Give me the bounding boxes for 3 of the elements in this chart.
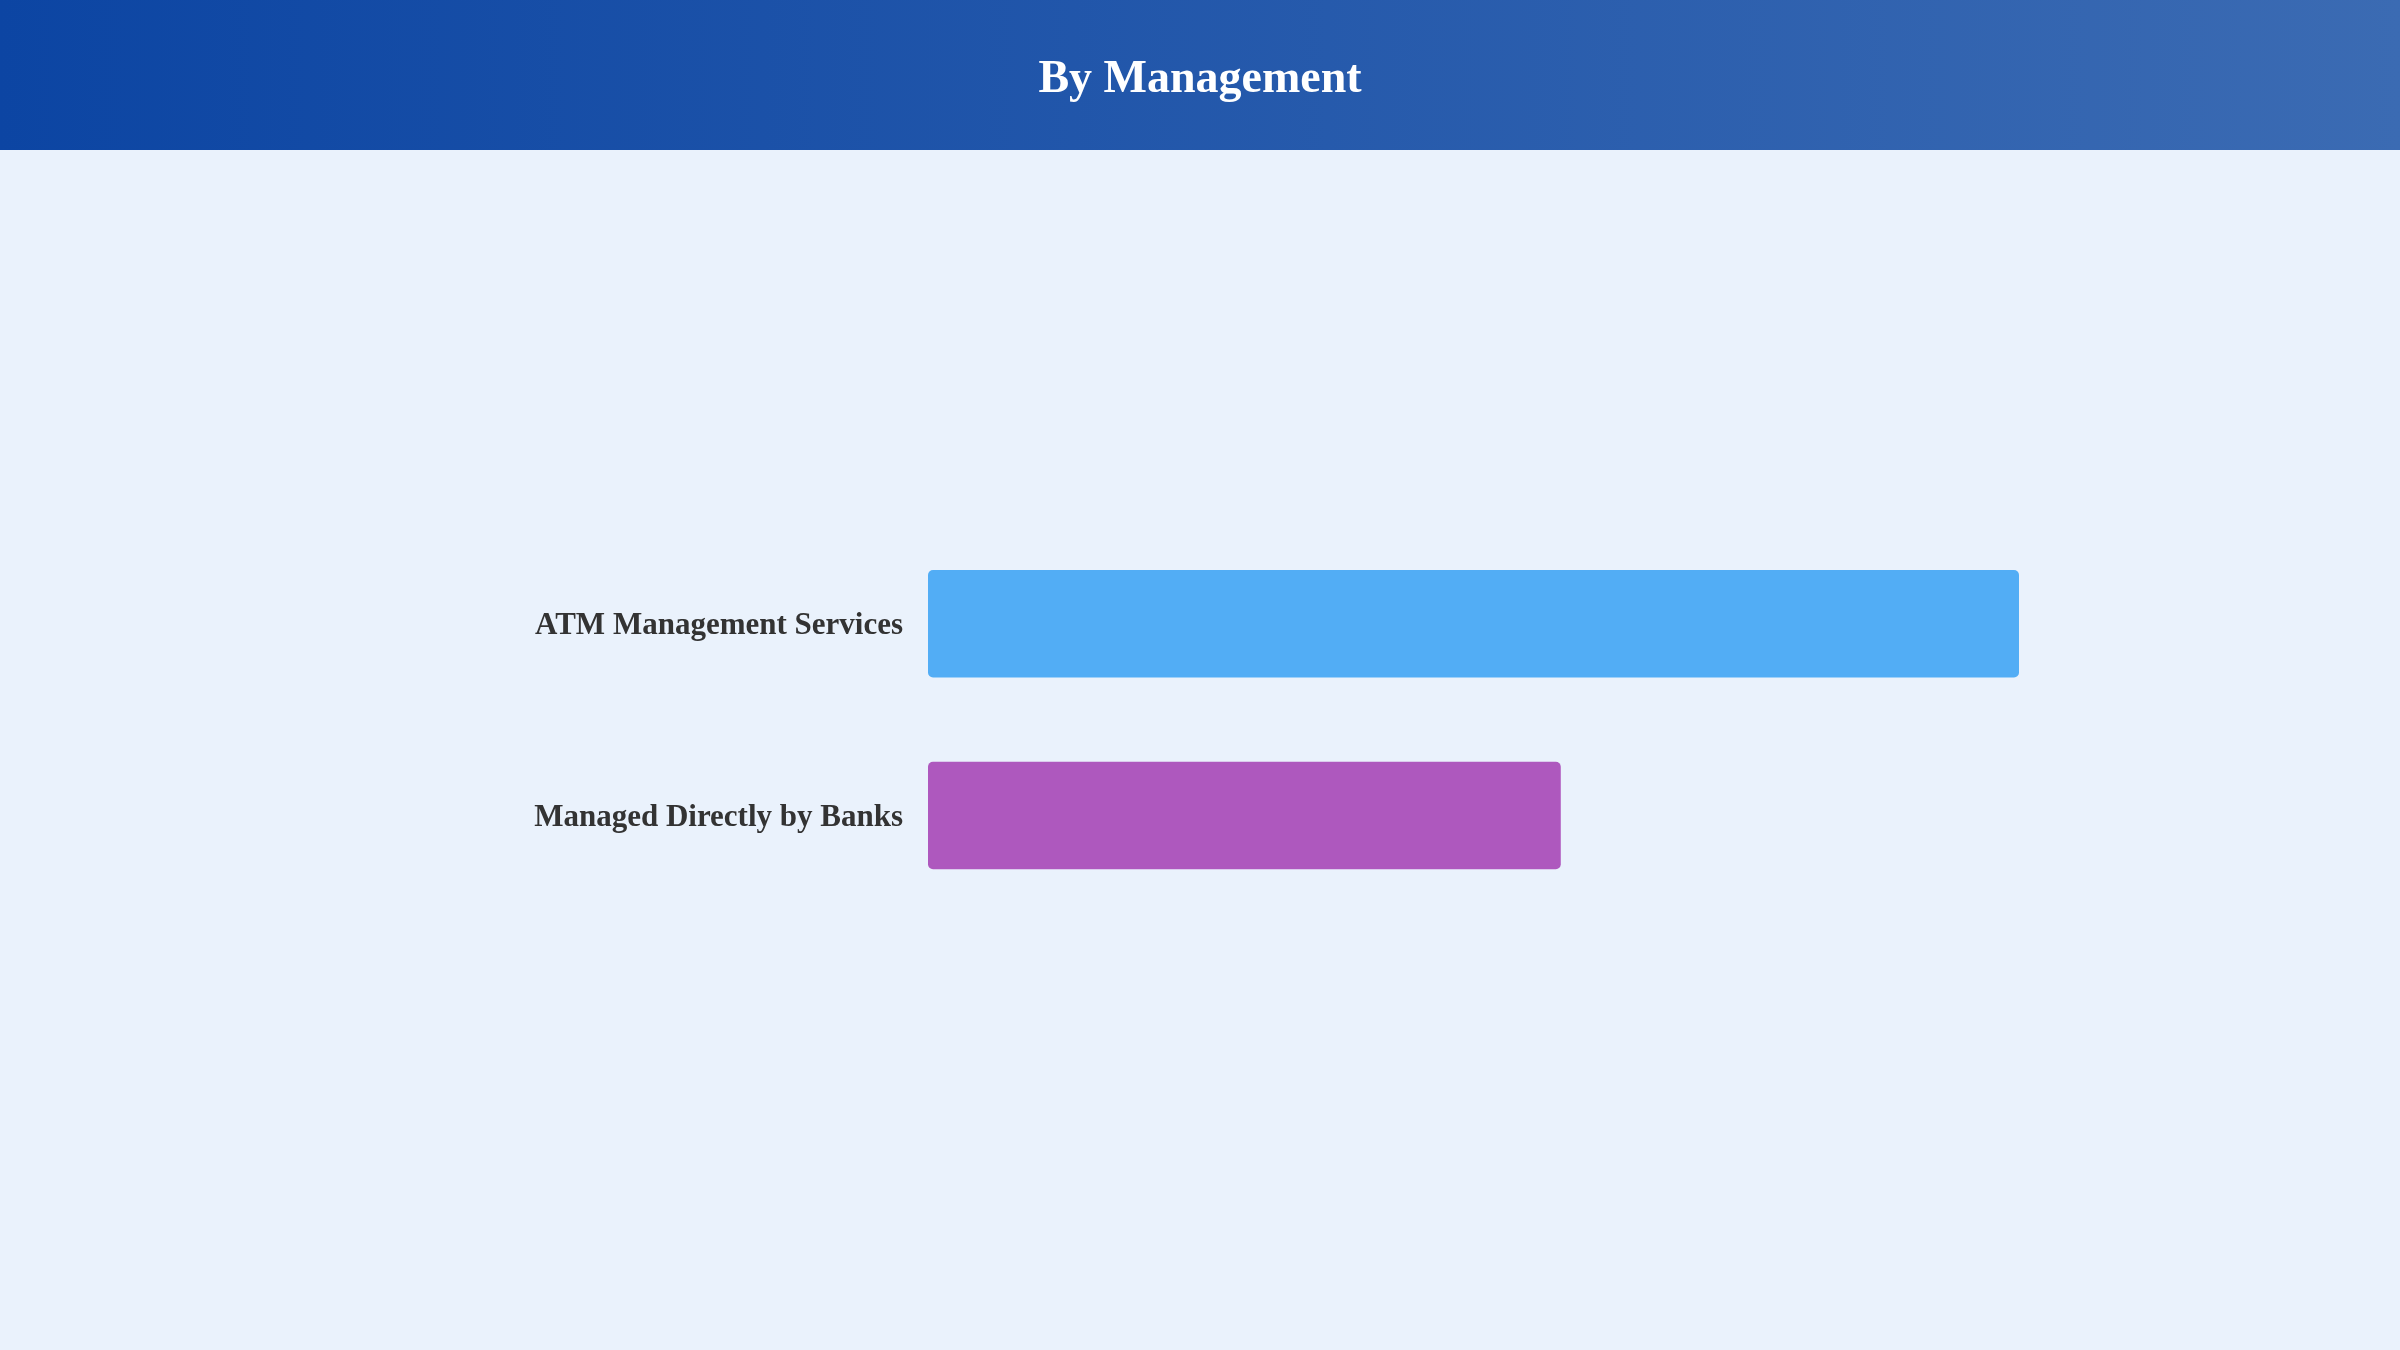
y-tick-label: Managed Directly by Banks	[534, 797, 903, 833]
chart-title: By Management	[1038, 51, 1363, 102]
y-tick-label: ATM Management Services	[535, 605, 903, 641]
